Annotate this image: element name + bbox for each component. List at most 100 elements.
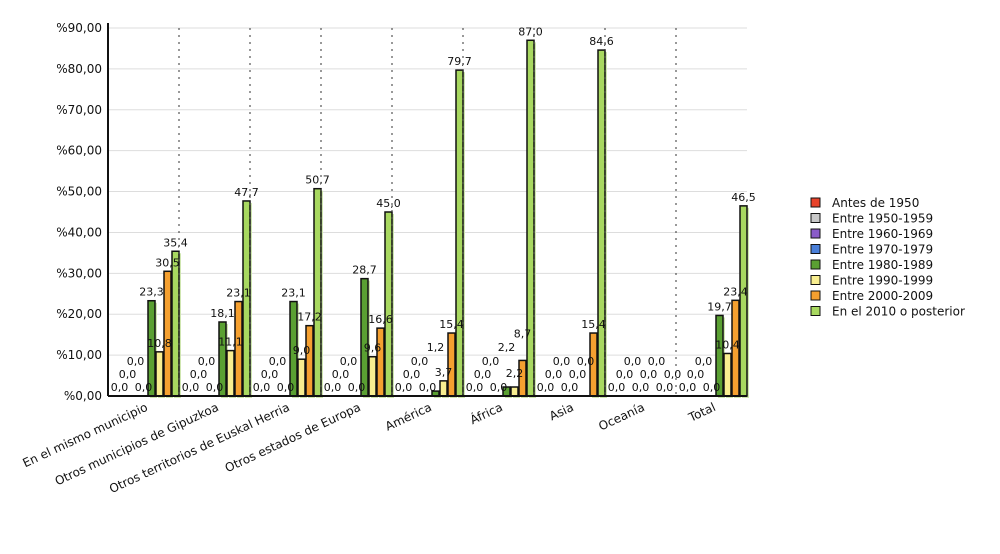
data-label: 3,7 [435,366,453,379]
data-label: 0,0 [577,355,595,368]
data-label: 0,0 [624,355,642,368]
legend-label: Entre 1980-1989 [832,258,933,272]
data-label: 0,0 [687,368,705,381]
y-tick-label: %60,00 [56,144,102,158]
bar [447,332,456,397]
bar [171,250,180,397]
x-tick-label: Oceanía [596,400,646,433]
bar [297,358,306,397]
data-label: 0,0 [269,355,287,368]
bar [439,380,448,397]
bar [368,355,377,397]
data-label: 0,0 [482,355,500,368]
data-label: 0,0 [632,381,650,394]
data-label: 0,0 [111,381,129,394]
data-label: 23,1 [281,287,306,300]
data-label: 45,0 [376,197,401,210]
data-label: 0,0 [664,368,682,381]
y-tick-label: %30,00 [56,266,102,280]
data-label: 9,6 [364,342,382,355]
x-tick-label: Asia [547,400,576,423]
bar [723,352,732,397]
y-tick-label: %10,00 [56,348,102,362]
bar [510,386,519,397]
data-label: 0,0 [332,368,350,381]
legend-label: Entre 2000-2009 [832,289,933,303]
data-label: 18,1 [210,307,235,320]
data-label: 9,0 [293,344,311,357]
data-label: 28,7 [352,264,377,277]
data-label: 0,0 [490,381,508,394]
bar [305,324,314,397]
data-label: 8,7 [514,327,532,340]
y-tick-label: %70,00 [56,103,102,117]
legend-label: Entre 1960-1969 [832,227,933,241]
data-label: 0,0 [695,355,713,368]
data-label: 23,4 [723,285,748,298]
data-label: 0,0 [403,368,421,381]
y-tick-label: %80,00 [56,62,102,76]
data-label: 0,0 [198,355,216,368]
data-label: 0,0 [656,381,674,394]
data-label: 0,0 [419,381,437,394]
data-label: 0,0 [127,355,145,368]
data-label: 19,7 [707,300,732,313]
x-tick-label: Otros estados de Europa [223,400,363,475]
data-label: 0,0 [640,368,658,381]
legend-swatch [810,213,821,223]
y-tick-label: %0,00 [64,389,102,403]
bar [526,39,535,397]
data-label: 0,0 [340,355,358,368]
bar [234,300,243,397]
legend-swatch [810,306,821,316]
x-tick-label: América [383,400,434,434]
data-label: 11,1 [218,336,243,349]
data-label: 0,0 [411,355,429,368]
data-label: 0,0 [348,381,366,394]
data-label: 46,5 [731,191,756,204]
data-label: 0,0 [277,381,295,394]
data-label: 10,8 [147,337,172,350]
data-label: 87,0 [518,25,543,38]
legend-swatch [810,290,821,301]
data-label: 17,2 [297,311,322,324]
legend-label: Entre 1970-1979 [832,243,933,257]
data-label: 0,0 [190,368,208,381]
bar [163,270,172,397]
x-tick-label: Total [686,400,718,425]
legend-label: En el 2010 o posterior [832,305,965,319]
data-label: 0,0 [324,381,342,394]
y-tick-label: %40,00 [56,225,102,239]
y-tick-label: %90,00 [56,21,102,35]
data-label: 0,0 [545,368,563,381]
data-label: 0,0 [135,381,153,394]
y-tick-label: %50,00 [56,185,102,199]
data-label: 2,2 [498,341,516,354]
data-label: 47,7 [234,186,259,199]
data-label: 23,3 [139,286,164,299]
bar [455,69,464,397]
data-label: 0,0 [703,381,721,394]
data-label: 0,0 [616,368,634,381]
data-label: 23,1 [226,287,251,300]
data-label: 84,6 [589,35,614,48]
legend-swatch [810,259,821,270]
data-label: 0,0 [395,381,413,394]
data-label: 1,2 [427,341,445,354]
data-label: 0,0 [561,381,579,394]
legend-swatch [810,197,821,208]
legend-swatch [810,244,821,254]
data-label: 0,0 [648,355,666,368]
data-label: 30,5 [155,256,180,269]
legend-swatch [810,228,821,239]
data-label: 0,0 [253,381,271,394]
x-tick-label: África [467,399,504,427]
bar [739,205,748,397]
data-label: 50,7 [305,174,330,187]
data-label: 0,0 [608,381,626,394]
data-label: 79,7 [447,55,472,68]
data-label: 0,0 [466,381,484,394]
data-label: 0,0 [679,381,697,394]
data-label: 0,0 [119,368,137,381]
